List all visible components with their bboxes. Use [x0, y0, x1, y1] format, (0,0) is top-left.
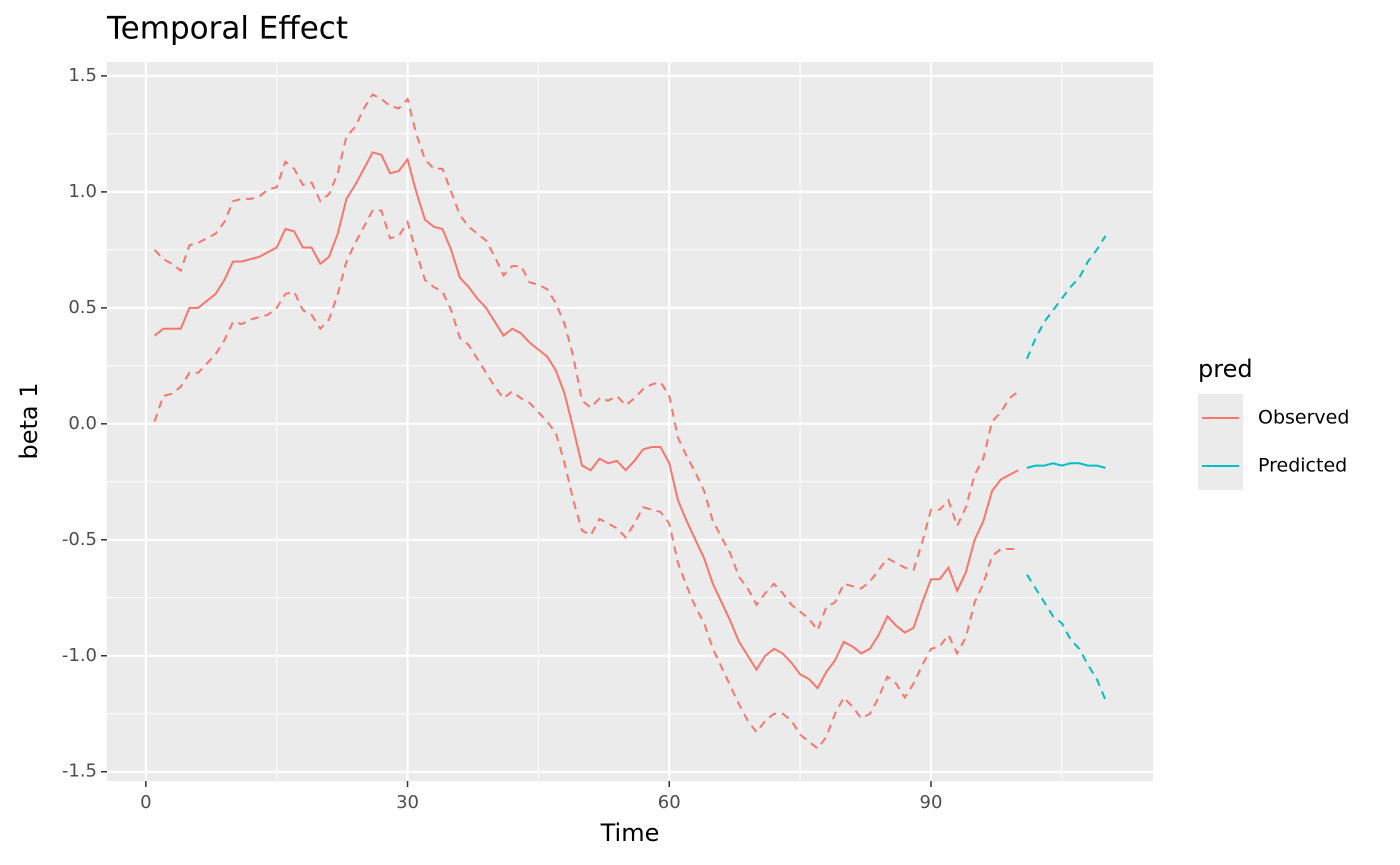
legend-label: Predicted — [1258, 455, 1347, 477]
y-tick-label: 1.5 — [68, 65, 97, 86]
lower-bound-line — [1026, 574, 1107, 701]
x-tick-label: 30 — [396, 792, 419, 813]
y-tick-label: -1.0 — [62, 645, 97, 666]
line — [1026, 462, 1106, 469]
y-tick-label: 0.0 — [68, 413, 97, 434]
y-tick-label: 1.0 — [68, 181, 97, 202]
y-tick-label: -1.5 — [62, 761, 97, 782]
panel — [107, 62, 1153, 781]
legend-title: pred — [1198, 355, 1253, 383]
y-tick-label: 0.5 — [68, 297, 97, 318]
upper-bound-line — [1026, 235, 1107, 360]
legend-label: Observed — [1258, 407, 1349, 429]
x-axis-label: Time — [600, 819, 660, 847]
upper-bound-line — [153, 93, 1019, 633]
y-axis-label: beta 1 — [15, 382, 43, 459]
x-tick-label: 60 — [658, 792, 681, 813]
x-tick-label: 0 — [140, 792, 151, 813]
x-tick-label: 90 — [920, 792, 943, 813]
chart-title: Temporal Effect — [106, 11, 348, 47]
y-tick-label: -0.5 — [62, 529, 97, 550]
lower-bound-line — [153, 209, 1019, 750]
line — [153, 151, 1019, 690]
